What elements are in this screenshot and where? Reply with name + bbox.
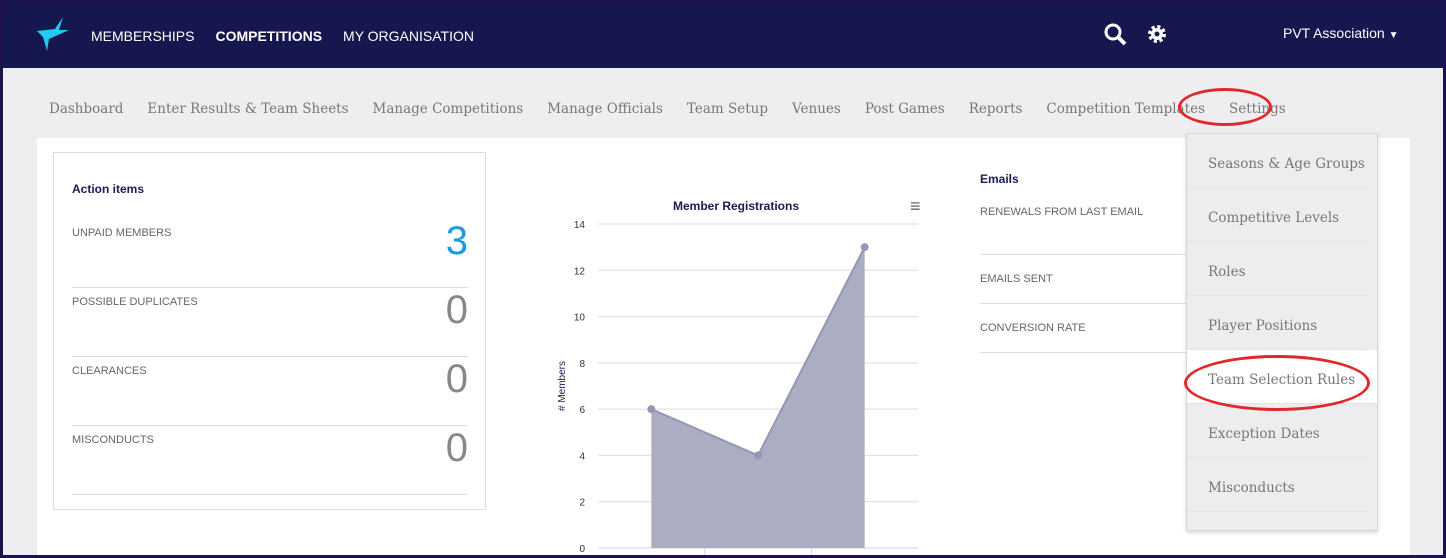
user-name: PVT Association bbox=[1283, 25, 1385, 41]
subnav-competition-templates[interactable]: Competition Templates bbox=[1046, 101, 1206, 117]
email-row: EMAILS SENT bbox=[980, 255, 1200, 304]
action-row[interactable]: MISCONDUCTS 0 bbox=[72, 426, 468, 495]
data-point bbox=[860, 243, 869, 252]
sub-nav: Dashboard Enter Results & Team Sheets Ma… bbox=[49, 101, 1286, 117]
menu-competitive-levels[interactable]: Competitive Levels bbox=[1187, 188, 1367, 242]
row-value: 0 bbox=[445, 357, 468, 401]
y-tick-label: 14 bbox=[574, 220, 586, 231]
emails-card: Emails RENEWALS FROM LAST EMAIL EMAILS S… bbox=[980, 172, 1200, 353]
action-row[interactable]: UNPAID MEMBERS 3 bbox=[72, 219, 468, 288]
y-tick-label: 0 bbox=[579, 544, 585, 555]
subnav-post-games[interactable]: Post Games bbox=[864, 101, 945, 117]
emails-title: Emails bbox=[980, 172, 1019, 186]
subnav-reports[interactable]: Reports bbox=[968, 101, 1023, 117]
subnav-manage-competitions[interactable]: Manage Competitions bbox=[372, 101, 524, 117]
action-row[interactable]: CLEARANCES 0 bbox=[72, 357, 468, 426]
subnav-manage-officials[interactable]: Manage Officials bbox=[547, 101, 663, 117]
subnav-venues[interactable]: Venues bbox=[792, 101, 841, 117]
user-menu[interactable]: PVT Association ▼ bbox=[1283, 25, 1398, 41]
logo-icon[interactable] bbox=[35, 17, 71, 51]
member-registrations-chart: Member Registrations ≡ 0 2 4 6 8 10 12 14 # Member… bbox=[557, 196, 921, 555]
subnav-dashboard[interactable]: Dashboard bbox=[49, 101, 124, 117]
subnav-team-setup[interactable]: Team Setup bbox=[686, 101, 768, 117]
nav-competitions[interactable]: COMPETITIONS bbox=[215, 28, 323, 44]
row-value: 3 bbox=[445, 219, 468, 263]
action-items-card: Action items UNPAID MEMBERS 3 POSSIBLE DU… bbox=[53, 152, 486, 510]
y-tick-label: 8 bbox=[579, 359, 585, 370]
annotation-circle-settings bbox=[1178, 88, 1272, 126]
data-point bbox=[754, 451, 762, 460]
nav-memberships[interactable]: MEMBERSHIPS bbox=[91, 28, 195, 44]
area-fill bbox=[651, 247, 865, 548]
y-tick-label: 10 bbox=[574, 313, 586, 324]
top-bar: MEMBERSHIPS COMPETITIONS MY ORGANISATION… bbox=[3, 2, 1443, 68]
action-row[interactable]: POSSIBLE DUPLICATES 0 bbox=[72, 288, 468, 357]
row-value: 0 bbox=[445, 426, 468, 470]
menu-misconducts[interactable]: Misconducts bbox=[1187, 458, 1367, 512]
y-axis-label: # Members bbox=[557, 361, 568, 411]
annotation-circle-team-selection bbox=[1184, 355, 1370, 411]
settings-dropdown: Seasons & Age Groups Competitive Levels … bbox=[1186, 133, 1378, 531]
y-tick-label: 12 bbox=[574, 266, 586, 277]
row-label: MISCONDUCTS bbox=[72, 434, 154, 446]
chart-title: Member Registrations bbox=[673, 199, 799, 213]
row-label: CLEARANCES bbox=[72, 365, 147, 377]
y-tick-label: 4 bbox=[579, 451, 585, 462]
menu-exception-dates[interactable]: Exception Dates bbox=[1187, 404, 1367, 458]
search-icon[interactable] bbox=[1103, 22, 1127, 46]
email-row: RENEWALS FROM LAST EMAIL bbox=[980, 206, 1200, 255]
menu-player-positions[interactable]: Player Positions bbox=[1187, 296, 1367, 350]
email-row: CONVERSION RATE bbox=[980, 304, 1200, 353]
data-point bbox=[647, 405, 656, 414]
caret-down-icon: ▼ bbox=[1388, 30, 1399, 41]
subnav-enter-results[interactable]: Enter Results & Team Sheets bbox=[147, 101, 349, 117]
y-tick-label: 6 bbox=[579, 405, 585, 416]
action-items-title: Action items bbox=[72, 182, 145, 196]
chart-menu-icon: ≡ bbox=[910, 196, 921, 216]
row-value: 0 bbox=[445, 288, 468, 332]
menu-seasons-age-groups[interactable]: Seasons & Age Groups bbox=[1187, 134, 1367, 188]
gear-icon[interactable] bbox=[1145, 22, 1169, 46]
row-label: UNPAID MEMBERS bbox=[72, 227, 172, 239]
nav-my-organisation[interactable]: MY ORGANISATION bbox=[343, 28, 474, 44]
app-window: MEMBERSHIPS COMPETITIONS MY ORGANISATION… bbox=[3, 2, 1443, 555]
y-tick-label: 2 bbox=[579, 498, 585, 509]
menu-roles[interactable]: Roles bbox=[1187, 242, 1367, 296]
row-label: POSSIBLE DUPLICATES bbox=[72, 296, 198, 308]
